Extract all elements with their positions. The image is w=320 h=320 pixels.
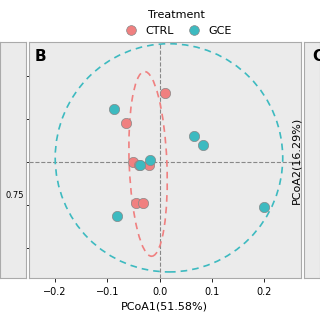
- Point: [131, 160, 136, 165]
- Text: 0.75: 0.75: [6, 191, 24, 200]
- Point: [162, 91, 167, 96]
- Text: PCoA2(16.29%): PCoA2(16.29%): [291, 116, 301, 204]
- Point: [262, 204, 267, 210]
- Text: B: B: [34, 49, 46, 64]
- Point: [140, 201, 145, 206]
- X-axis label: PCoA1(51.58%): PCoA1(51.58%): [121, 301, 208, 312]
- Point: [137, 162, 142, 167]
- Point: [123, 121, 128, 126]
- Point: [191, 134, 196, 139]
- Point: [114, 213, 119, 218]
- Legend: CTRL, GCE: CTRL, GCE: [116, 5, 236, 40]
- Point: [148, 158, 153, 163]
- Point: [200, 142, 205, 148]
- Text: C: C: [312, 49, 320, 64]
- Point: [147, 162, 152, 167]
- Point: [111, 106, 116, 111]
- Point: [133, 201, 139, 206]
- Point: [136, 162, 141, 167]
